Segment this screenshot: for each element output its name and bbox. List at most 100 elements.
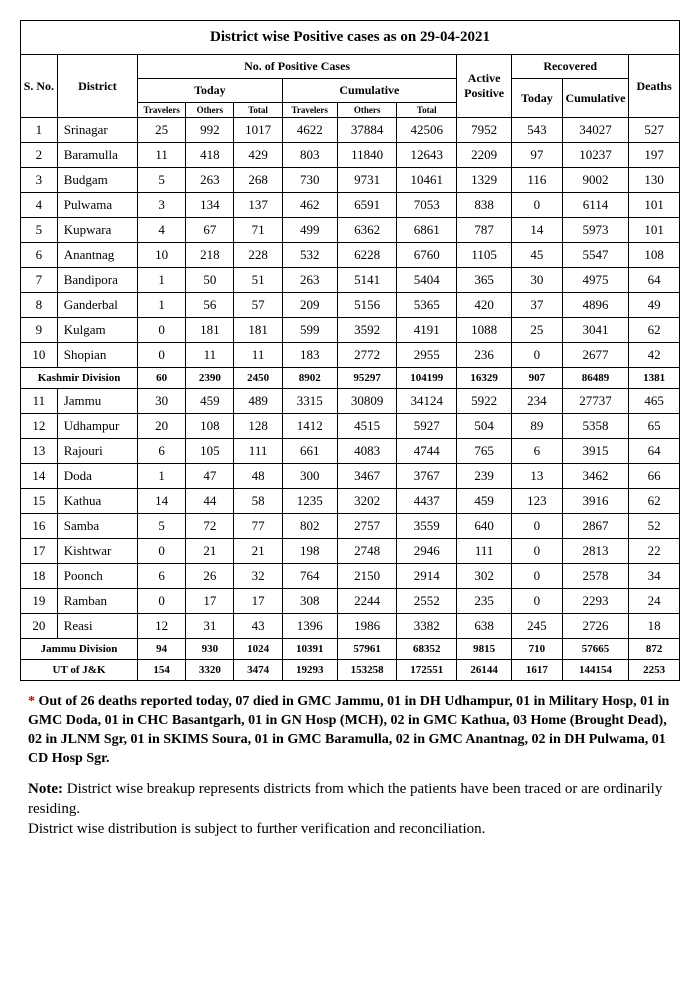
cell: 2450 bbox=[234, 368, 282, 389]
data-cell: 3467 bbox=[337, 464, 397, 489]
data-cell: 44 bbox=[186, 489, 234, 514]
data-cell: 0 bbox=[512, 589, 563, 614]
data-cell: 130 bbox=[629, 168, 680, 193]
data-cell: 11 bbox=[234, 343, 282, 368]
district-cell: Anantnag bbox=[57, 243, 137, 268]
data-cell: 42 bbox=[629, 343, 680, 368]
data-cell: 459 bbox=[457, 489, 512, 514]
data-cell: 21 bbox=[234, 539, 282, 564]
data-cell: 803 bbox=[282, 143, 337, 168]
data-cell: 3 bbox=[21, 168, 58, 193]
district-cell: Poonch bbox=[57, 564, 137, 589]
data-cell: 0 bbox=[512, 343, 563, 368]
data-cell: 2813 bbox=[562, 539, 629, 564]
data-cell: 489 bbox=[234, 389, 282, 414]
cell: 172551 bbox=[397, 660, 457, 681]
data-cell: 5141 bbox=[337, 268, 397, 293]
cell: 95297 bbox=[337, 368, 397, 389]
data-cell: 268 bbox=[234, 168, 282, 193]
data-cell: 47 bbox=[186, 464, 234, 489]
data-cell: 2552 bbox=[397, 589, 457, 614]
table-row: 9Kulgam018118159935924191108825304162 bbox=[21, 318, 680, 343]
district-cell: Samba bbox=[57, 514, 137, 539]
table-row: 12Udhampur201081281412451559275048953586… bbox=[21, 414, 680, 439]
data-cell: 3315 bbox=[282, 389, 337, 414]
data-cell: 2150 bbox=[337, 564, 397, 589]
cell: 154 bbox=[138, 660, 186, 681]
data-cell: 418 bbox=[186, 143, 234, 168]
data-cell: 10237 bbox=[562, 143, 629, 168]
district-cell: Srinagar bbox=[57, 118, 137, 143]
data-cell: 6228 bbox=[337, 243, 397, 268]
data-cell: 22 bbox=[629, 539, 680, 564]
data-cell: 365 bbox=[457, 268, 512, 293]
district-cell: Rajouri bbox=[57, 439, 137, 464]
data-cell: 1412 bbox=[282, 414, 337, 439]
data-cell: 30 bbox=[512, 268, 563, 293]
data-cell: 1235 bbox=[282, 489, 337, 514]
data-cell: 17 bbox=[234, 589, 282, 614]
data-cell: 30809 bbox=[337, 389, 397, 414]
data-cell: 42506 bbox=[397, 118, 457, 143]
cell: 10391 bbox=[282, 639, 337, 660]
district-cell: Kulgam bbox=[57, 318, 137, 343]
data-cell: 137 bbox=[234, 193, 282, 218]
data-cell: 20 bbox=[138, 414, 186, 439]
data-cell: 72 bbox=[186, 514, 234, 539]
data-cell: 25 bbox=[138, 118, 186, 143]
data-cell: 34124 bbox=[397, 389, 457, 414]
data-cell: 245 bbox=[512, 614, 563, 639]
data-cell: 462 bbox=[282, 193, 337, 218]
table-row: 2Baramulla114184298031184012643220997102… bbox=[21, 143, 680, 168]
data-cell: 6591 bbox=[337, 193, 397, 218]
data-cell: 11 bbox=[186, 343, 234, 368]
district-cell: Budgam bbox=[57, 168, 137, 193]
data-cell: 134 bbox=[186, 193, 234, 218]
cell: 86489 bbox=[562, 368, 629, 389]
data-cell: 6362 bbox=[337, 218, 397, 243]
data-cell: 77 bbox=[234, 514, 282, 539]
data-cell: 8 bbox=[21, 293, 58, 318]
cell: 872 bbox=[629, 639, 680, 660]
data-cell: 9 bbox=[21, 318, 58, 343]
data-cell: 0 bbox=[138, 343, 186, 368]
data-cell: 0 bbox=[512, 193, 563, 218]
data-cell: 764 bbox=[282, 564, 337, 589]
data-cell: 787 bbox=[457, 218, 512, 243]
data-cell: 263 bbox=[186, 168, 234, 193]
data-cell: 532 bbox=[282, 243, 337, 268]
data-cell: 0 bbox=[512, 539, 563, 564]
data-cell: 14 bbox=[21, 464, 58, 489]
district-cell: Ganderbal bbox=[57, 293, 137, 318]
data-cell: 7053 bbox=[397, 193, 457, 218]
data-cell: 263 bbox=[282, 268, 337, 293]
data-cell: 10461 bbox=[397, 168, 457, 193]
data-cell: 599 bbox=[282, 318, 337, 343]
data-cell: 2757 bbox=[337, 514, 397, 539]
data-cell: 4437 bbox=[397, 489, 457, 514]
data-cell: 108 bbox=[629, 243, 680, 268]
data-cell: 209 bbox=[282, 293, 337, 318]
data-cell: 7952 bbox=[457, 118, 512, 143]
data-cell: 116 bbox=[512, 168, 563, 193]
data-cell: 3916 bbox=[562, 489, 629, 514]
district-cell: Pulwama bbox=[57, 193, 137, 218]
data-cell: 2209 bbox=[457, 143, 512, 168]
table-row: 7Bandipora150512635141540436530497564 bbox=[21, 268, 680, 293]
cell: 930 bbox=[186, 639, 234, 660]
data-cell: 1017 bbox=[234, 118, 282, 143]
note-block: Note: District wise breakup represents d… bbox=[20, 779, 680, 840]
data-cell: 123 bbox=[512, 489, 563, 514]
data-cell: 4 bbox=[138, 218, 186, 243]
data-cell: 101 bbox=[629, 193, 680, 218]
table-row: 19Ramban01717308224425522350229324 bbox=[21, 589, 680, 614]
data-cell: 37884 bbox=[337, 118, 397, 143]
data-cell: 3 bbox=[138, 193, 186, 218]
data-cell: 49 bbox=[629, 293, 680, 318]
data-cell: 504 bbox=[457, 414, 512, 439]
data-cell: 101 bbox=[629, 218, 680, 243]
data-cell: 302 bbox=[457, 564, 512, 589]
data-cell: 2955 bbox=[397, 343, 457, 368]
data-cell: 105 bbox=[186, 439, 234, 464]
data-cell: 111 bbox=[457, 539, 512, 564]
